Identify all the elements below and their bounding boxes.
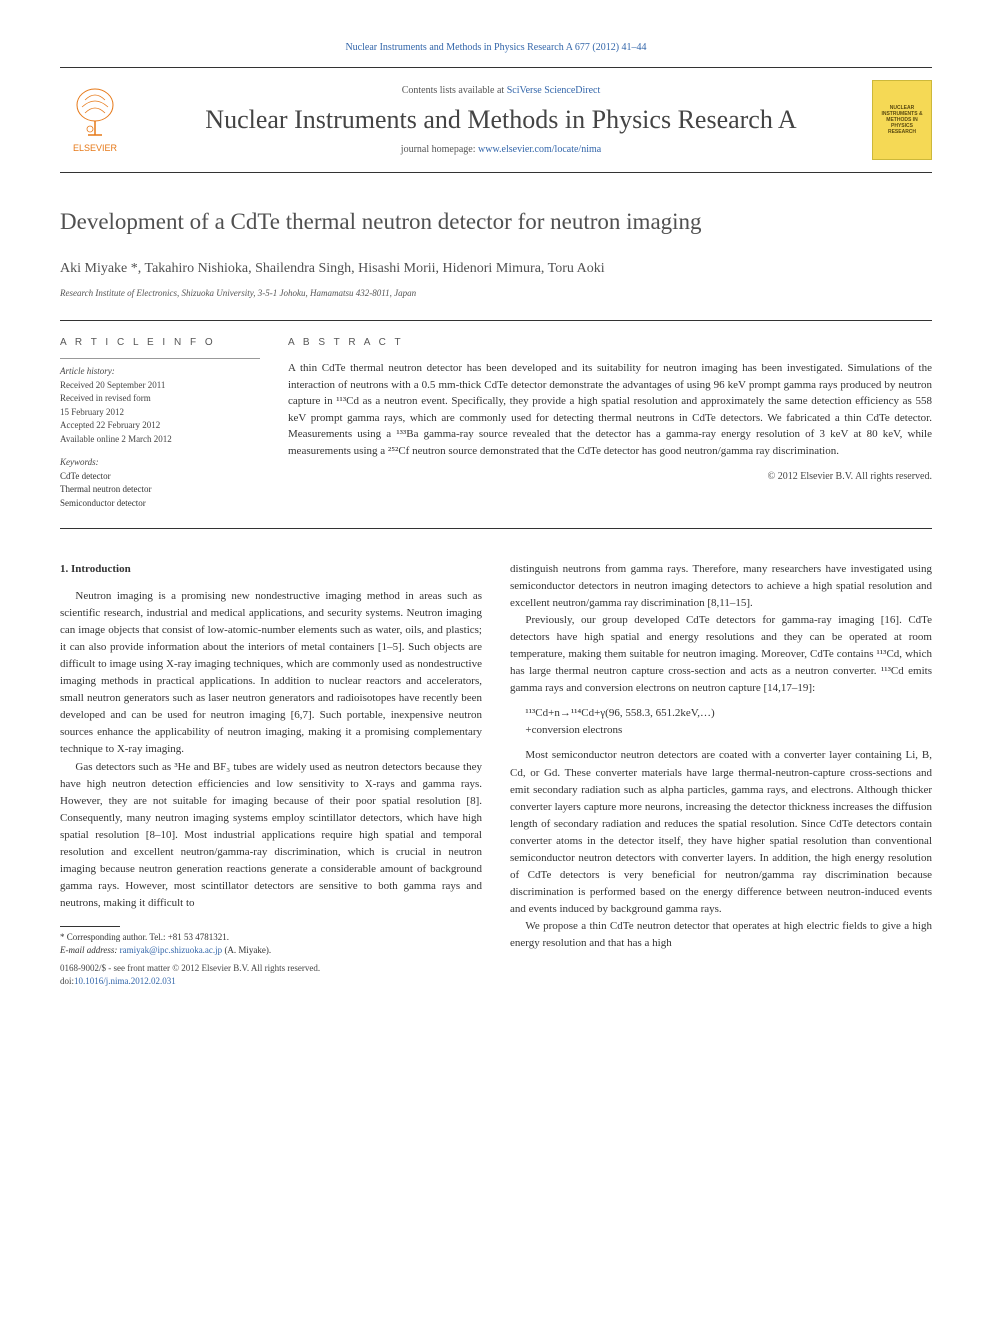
homepage-prefix: journal homepage: (401, 144, 478, 155)
journal-homepage-link[interactable]: www.elsevier.com/locate/nima (478, 144, 601, 155)
history-label: Article history: (60, 365, 260, 379)
article-info-heading: A R T I C L E I N F O (60, 335, 260, 350)
email-suffix: (A. Miyake). (222, 945, 271, 955)
body-paragraph: Previously, our group developed CdTe det… (510, 612, 932, 697)
info-abstract-row: A R T I C L E I N F O Article history: R… (60, 320, 932, 529)
body-paragraph: Most semiconductor neutron detectors are… (510, 747, 932, 917)
elsevier-tree-icon (70, 85, 120, 140)
section-heading: 1. Introduction (60, 561, 482, 578)
keywords-label: Keywords: (60, 456, 260, 470)
contents-prefix: Contents lists available at (402, 85, 507, 96)
history-line: 15 February 2012 (60, 406, 260, 420)
doi-link[interactable]: 10.1016/j.nima.2012.02.031 (74, 976, 176, 986)
doi-prefix: doi: (60, 976, 74, 986)
abstract-text: A thin CdTe thermal neutron detector has… (288, 360, 932, 459)
sciencedirect-link[interactable]: SciVerse ScienceDirect (507, 85, 601, 96)
masthead: ELSEVIER Contents lists available at Sci… (60, 67, 932, 173)
keyword: Semiconductor detector (60, 497, 260, 511)
corresponding-author-note: * Corresponding author. Tel.: +81 53 478… (60, 931, 482, 944)
history-line: Available online 2 March 2012 (60, 433, 260, 447)
contents-line: Contents lists available at SciVerse Sci… (146, 83, 856, 98)
body-text: 1. Introduction Neutron imaging is a pro… (60, 561, 932, 987)
doi-line: doi:10.1016/j.nima.2012.02.031 (60, 975, 482, 988)
keyword: CdTe detector (60, 470, 260, 484)
author-email-link[interactable]: ramiyak@ipc.shizuoka.ac.jp (120, 945, 223, 955)
running-header: Nuclear Instruments and Methods in Physi… (60, 40, 932, 55)
history-line: Received in revised form (60, 392, 260, 406)
history-line: Received 20 September 2011 (60, 379, 260, 393)
front-matter-line: 0168-9002/$ - see front matter © 2012 El… (60, 962, 482, 975)
author-list: Aki Miyake *, Takahiro Nishioka, Shailen… (60, 258, 932, 279)
email-label: E-mail address: (60, 945, 120, 955)
email-line: E-mail address: ramiyak@ipc.shizuoka.ac.… (60, 944, 482, 957)
abstract-column: A B S T R A C T A thin CdTe thermal neut… (288, 335, 932, 510)
footnote-rule (60, 926, 120, 927)
body-paragraph: We propose a thin CdTe neutron detector … (510, 918, 932, 952)
abstract-copyright: © 2012 Elsevier B.V. All rights reserved… (288, 469, 932, 484)
homepage-line: journal homepage: www.elsevier.com/locat… (146, 142, 856, 157)
footnotes: * Corresponding author. Tel.: +81 53 478… (60, 931, 482, 956)
equation: ¹¹³Cd+n→¹¹⁴Cd+γ(96, 558.3, 651.2keV,…) +… (525, 705, 932, 739)
body-paragraph: Gas detectors such as ³He and BF₃ tubes … (60, 759, 482, 912)
masthead-center: Contents lists available at SciVerse Sci… (146, 83, 856, 156)
body-paragraph: Neutron imaging is a promising new nonde… (60, 588, 482, 758)
article-info-column: A R T I C L E I N F O Article history: R… (60, 335, 260, 510)
body-paragraph: distinguish neutrons from gamma rays. Th… (510, 561, 932, 612)
elsevier-logo: ELSEVIER (60, 80, 130, 160)
article-title: Development of a CdTe thermal neutron de… (60, 205, 932, 240)
abstract-heading: A B S T R A C T (288, 335, 932, 350)
affiliation: Research Institute of Electronics, Shizu… (60, 287, 932, 301)
journal-name: Nuclear Instruments and Methods in Physi… (146, 104, 856, 135)
article-history-block: Article history: Received 20 September 2… (60, 358, 260, 446)
journal-cover-thumbnail: NUCLEAR INSTRUMENTS & METHODS IN PHYSICS… (872, 80, 932, 160)
footer-block: 0168-9002/$ - see front matter © 2012 El… (60, 962, 482, 987)
history-line: Accepted 22 February 2012 (60, 419, 260, 433)
keyword: Thermal neutron detector (60, 483, 260, 497)
keywords-block: Keywords: CdTe detector Thermal neutron … (60, 456, 260, 510)
elsevier-label: ELSEVIER (73, 142, 117, 156)
